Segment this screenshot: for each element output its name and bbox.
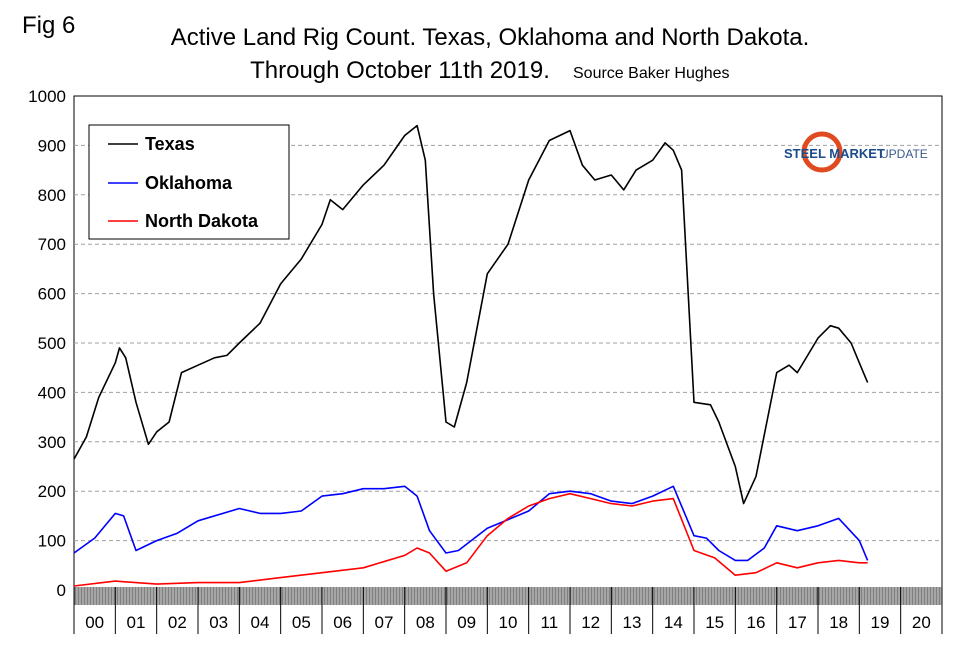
y-tick-label: 300 <box>38 433 66 452</box>
x-tick-label: 17 <box>788 613 807 632</box>
legend-label-north-dakota: North Dakota <box>145 211 259 231</box>
x-tick-label: 19 <box>871 613 890 632</box>
y-tick-label: 0 <box>57 581 66 600</box>
y-tick-label: 800 <box>38 186 66 205</box>
y-tick-label: 1000 <box>28 87 66 106</box>
x-tick-label: 01 <box>127 613 146 632</box>
x-tick-label: 15 <box>705 613 724 632</box>
x-tick-label: 06 <box>333 613 352 632</box>
y-tick-label: 600 <box>38 285 66 304</box>
legend-box <box>88 124 290 240</box>
x-tick-label: 08 <box>416 613 435 632</box>
series-line-north-dakota <box>73 492 868 587</box>
y-tick-label: 500 <box>38 334 66 353</box>
x-tick-label: 07 <box>375 613 394 632</box>
legend-label-texas: Texas <box>145 134 195 154</box>
x-tick-label: 09 <box>457 613 476 632</box>
logo-text-light: UPDATE <box>880 147 928 161</box>
x-tick-label: 12 <box>581 613 600 632</box>
chart-title-line1: Active Land Rig Count. Texas, Oklahoma a… <box>171 24 810 51</box>
y-tick-label: 900 <box>38 136 66 155</box>
x-tick-label: 14 <box>664 613 683 632</box>
x-axis-ticks: 00 01 02 03 04 05 06 07 08 09 10 11 12 13 14 15 16 17 18 19… <box>73 587 943 634</box>
x-tick-label: 03 <box>209 613 228 632</box>
y-tick-label: 100 <box>38 532 66 551</box>
chart-title-line2: Through October 11th 2019. <box>250 57 550 84</box>
series-line-texas <box>73 124 869 505</box>
x-tick-label: 10 <box>499 613 518 632</box>
x-tick-label: 00 <box>85 613 104 632</box>
fig-label: Fig 6 <box>22 12 75 39</box>
x-tick-label: 20 <box>912 613 931 632</box>
y-tick-label: 400 <box>38 383 66 402</box>
source-note: Source Baker Hughes <box>573 65 730 82</box>
series-lines <box>73 124 869 587</box>
y-axis-ticks: 0 100 200 300 400 500 600 700 800 900 1000 <box>28 87 66 600</box>
x-tick-label: 18 <box>829 613 848 632</box>
legend: Texas Oklahoma North Dakota <box>88 124 290 240</box>
x-tick-label: 02 <box>168 613 187 632</box>
x-tick-label: 04 <box>251 613 270 632</box>
x-tick-label: 13 <box>623 613 642 632</box>
legend-label-oklahoma: Oklahoma <box>145 173 233 193</box>
x-tick-label: 05 <box>292 613 311 632</box>
logo-swoosh-icon <box>801 131 843 173</box>
x-tick-label: 11 <box>541 613 559 632</box>
y-tick-label: 700 <box>38 235 66 254</box>
y-tick-label: 200 <box>38 482 66 501</box>
steel-market-update-logo: STEEL MARKET UPDATE <box>784 131 928 173</box>
x-axis-band <box>73 587 942 605</box>
x-tick-label: 16 <box>747 613 766 632</box>
series-line-oklahoma <box>73 485 869 562</box>
logo-text-bold: STEEL MARKET <box>784 146 885 161</box>
